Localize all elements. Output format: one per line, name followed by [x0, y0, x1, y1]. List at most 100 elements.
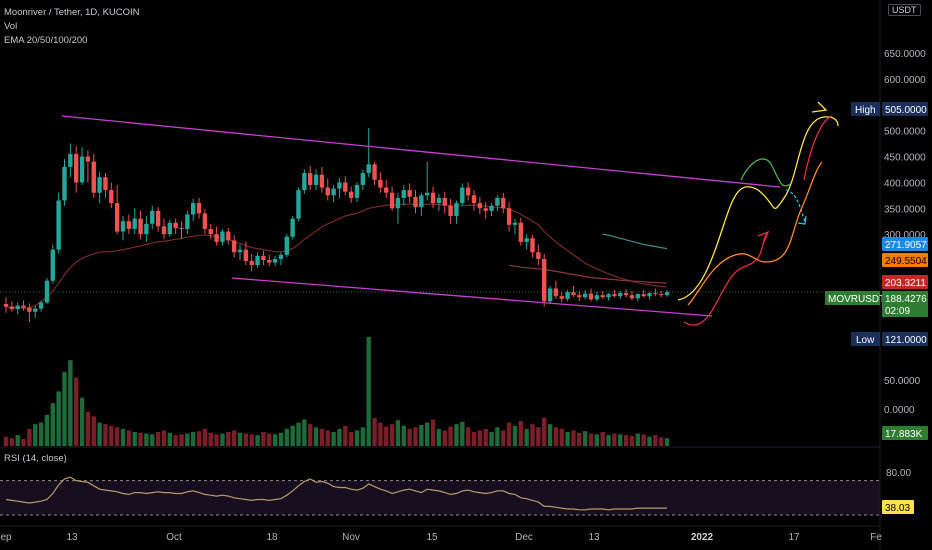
high-label: High	[855, 105, 876, 116]
ema100-line	[602, 233, 668, 250]
rsi-band	[0, 480, 880, 515]
high-price-label-bg	[882, 102, 928, 116]
volume-bar	[553, 427, 559, 446]
volume-bar	[343, 425, 348, 446]
ema100-price-label: 271.9057	[885, 240, 927, 251]
candle-body	[407, 190, 412, 197]
ema20-price-label-bg	[882, 275, 928, 289]
volume-bar	[360, 427, 366, 446]
forecast-arrow-icon	[811, 101, 828, 113]
candle-body	[524, 238, 529, 242]
candle-body	[161, 226, 167, 235]
candle-body	[290, 218, 295, 237]
volume-current-label-bg	[882, 426, 928, 440]
volume-bar	[501, 430, 506, 446]
candle-body	[208, 228, 213, 235]
candle-body	[179, 227, 184, 229]
candle-body	[477, 203, 483, 209]
candle-body	[366, 164, 371, 174]
volume-bar	[430, 419, 436, 446]
volume-bar	[249, 434, 254, 446]
volume-bar	[664, 438, 670, 446]
volume-bar	[191, 431, 196, 446]
candle-body	[413, 196, 418, 208]
candle-body	[79, 156, 85, 183]
candle-body	[378, 179, 383, 188]
candle-body	[530, 238, 535, 253]
volume-bar	[38, 422, 44, 446]
ema50-price-label: 249.5504	[885, 256, 927, 267]
volume-bar	[512, 425, 518, 446]
volume-bar	[231, 430, 237, 446]
volume-bar	[641, 434, 646, 446]
candle-body	[360, 173, 366, 185]
volume-bar	[202, 428, 208, 446]
volume-bar	[44, 414, 50, 446]
price-axis-tick: 300.0000	[884, 230, 926, 241]
low-price-label-bg	[882, 332, 928, 346]
volume-bar	[132, 431, 137, 446]
forecast-arrow-icon	[797, 215, 807, 225]
candle-body	[44, 280, 50, 303]
price-axis-tick: 450.0000	[884, 153, 926, 164]
volume-bar	[413, 427, 418, 446]
channel-upper-line	[61, 115, 781, 188]
candle-body	[337, 182, 342, 189]
candle-body	[319, 174, 325, 188]
symbol-badge-bg	[825, 291, 880, 305]
ema-legend: EMA 20/50/100/200	[4, 35, 88, 46]
forecast-arrow-icon	[757, 230, 770, 243]
candle-body	[448, 205, 453, 217]
rsi-legend: RSI (14, close)	[4, 453, 67, 464]
candle-body	[518, 222, 523, 242]
volume-bar	[255, 435, 260, 446]
candle-body	[249, 261, 254, 266]
time-axis-tick: Dec	[515, 532, 533, 543]
candle-body	[623, 293, 629, 296]
candle-body	[483, 208, 488, 211]
candle-body	[495, 197, 500, 206]
volume-bar	[208, 432, 213, 446]
candle-body	[261, 255, 266, 260]
price-axis-tick: 350.0000	[884, 204, 926, 215]
time-axis-tick: 15	[426, 532, 438, 543]
volume-bar	[389, 424, 395, 446]
volume-bar	[272, 434, 278, 446]
rsi-line	[5, 476, 667, 511]
rsi-current-label-bg	[882, 500, 914, 514]
forecast-cyan-path	[785, 189, 806, 223]
volume-bar	[21, 438, 26, 446]
candle-body	[664, 292, 670, 296]
candle-body	[226, 231, 231, 241]
volume-bar	[395, 420, 401, 446]
volume-bar	[185, 433, 190, 446]
candle-body	[489, 205, 494, 211]
forecast-red-path-upper	[803, 115, 833, 181]
time-axis-tick: 13	[66, 532, 78, 543]
candle-body	[430, 192, 436, 204]
candle-body	[547, 288, 553, 302]
volume-bar	[582, 431, 588, 446]
candle-body	[68, 153, 73, 167]
volume-bar	[284, 428, 289, 446]
time-axis-tick: 18	[266, 532, 278, 543]
volume-bar	[167, 432, 172, 446]
candle-body	[284, 236, 289, 255]
price-axis-tick: 500.0000	[884, 127, 926, 138]
volume-bar	[659, 437, 664, 446]
ema50-price-label-bg	[882, 253, 928, 267]
low-price-label: 121.0000	[885, 335, 927, 346]
volume-bar	[3, 436, 9, 446]
candle-body	[395, 197, 401, 209]
candle-body	[442, 197, 447, 206]
candle-body	[296, 190, 301, 219]
candle-body	[144, 223, 149, 235]
volume-bar	[196, 431, 202, 446]
time-axis-tick: Nov	[342, 532, 360, 543]
candle-body	[594, 295, 600, 300]
volume-bar	[460, 421, 465, 446]
candle-body	[114, 203, 120, 232]
currency-badge[interactable]: USDT	[888, 4, 921, 16]
volume-bar	[594, 434, 600, 446]
